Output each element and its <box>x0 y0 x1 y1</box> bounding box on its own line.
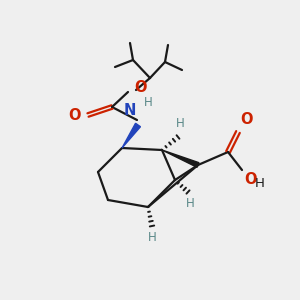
Text: O: O <box>244 172 256 187</box>
Text: H: H <box>255 177 265 190</box>
Polygon shape <box>122 123 140 148</box>
Text: N: N <box>124 103 136 118</box>
Text: H: H <box>176 117 184 130</box>
Text: O: O <box>240 112 253 127</box>
Text: H: H <box>148 231 156 244</box>
Polygon shape <box>162 150 199 167</box>
Text: O: O <box>134 80 146 95</box>
Text: H: H <box>144 96 152 109</box>
Text: O: O <box>68 107 81 122</box>
Text: H: H <box>186 197 194 210</box>
